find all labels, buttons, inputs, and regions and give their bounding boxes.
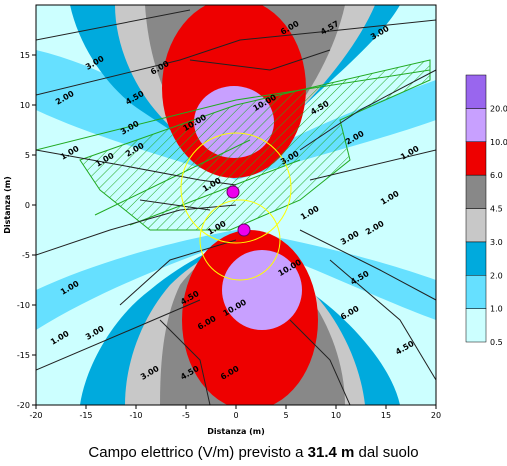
- field-source-point: [237, 223, 251, 237]
- x-tick-label: 5: [283, 411, 288, 420]
- field-sources: [226, 185, 251, 237]
- colorbar-swatch: [465, 208, 487, 243]
- caption-height: 31.4 m: [307, 444, 355, 461]
- colorbar-swatch: [465, 141, 487, 176]
- x-tick-label: 15: [381, 411, 391, 420]
- boundary-lines: [36, 9, 436, 405]
- colorbar-level-label: 20.0: [490, 104, 507, 113]
- caption-prefix: Campo elettrico (V/m) previsto a: [88, 444, 308, 461]
- colorbar-legend: 0.5 1.0 2.0 3.0 4.5 6.0 10.0 20.0: [465, 74, 507, 347]
- field-source-point: [226, 185, 240, 199]
- chart-caption: Campo elettrico (V/m) previsto a 31.4 m …: [0, 444, 507, 461]
- hatched-area-diagonal: [36, 69, 431, 226]
- x-tick-label: -10: [129, 411, 142, 420]
- y-tick-label: -5: [22, 251, 30, 260]
- level-20-lower-lobe: [222, 250, 302, 330]
- x-axis-label: Distanza (m): [207, 427, 265, 436]
- colorbar-level-label: 4.5: [490, 205, 503, 214]
- colorbar-level-label: 0.5: [490, 338, 503, 347]
- caption-suffix: dal suolo: [354, 444, 419, 461]
- reference-circle-lower: [199, 199, 281, 281]
- y-tick-label: 5: [25, 151, 30, 160]
- colorbar-swatch: [465, 308, 487, 343]
- x-tick-label: 20: [431, 411, 441, 420]
- contour-field: [36, 5, 436, 405]
- reference-circle-upper: [180, 132, 292, 244]
- colorbar-level-label: 2.0: [490, 271, 503, 280]
- y-tick-label: -10: [17, 301, 30, 310]
- y-axis-ticks: 15 10 5 0 -5 -10 -15 -20: [17, 51, 36, 410]
- y-axis-label: Distanza (m): [3, 176, 12, 234]
- colorbar-swatch: [465, 275, 487, 309]
- colorbar-swatch: [465, 174, 487, 209]
- x-tick-label: -20: [29, 411, 42, 420]
- x-tick-label: -15: [79, 411, 92, 420]
- y-tick-label: -15: [17, 351, 30, 360]
- electric-field-contour-chart: 1.002.003.003.002.001.004.506.006.00 4.57…: [3, 4, 507, 436]
- colorbar-level-label: 6.0: [490, 171, 503, 180]
- x-axis-ticks: -20 -15 -10 -5 0 5 10 15 20: [29, 405, 441, 420]
- y-tick-label: 15: [20, 51, 30, 60]
- colorbar-swatch: [465, 241, 487, 276]
- colorbar-swatch: [465, 74, 487, 109]
- x-tick-label: 0: [233, 411, 238, 420]
- x-tick-label: 10: [331, 411, 341, 420]
- hatched-area: [79, 59, 431, 231]
- colorbar-level-label: 3.0: [490, 238, 503, 247]
- x-tick-label: -5: [182, 411, 190, 420]
- colorbar-level-label: 10.0: [490, 138, 507, 147]
- y-tick-label: -20: [17, 401, 30, 410]
- y-tick-label: 10: [20, 101, 30, 110]
- level-2-band-lower: [36, 230, 436, 330]
- y-tick-label: 0: [25, 201, 30, 210]
- colorbar-swatch: [465, 108, 487, 142]
- colorbar-level-label: 1.0: [490, 305, 503, 314]
